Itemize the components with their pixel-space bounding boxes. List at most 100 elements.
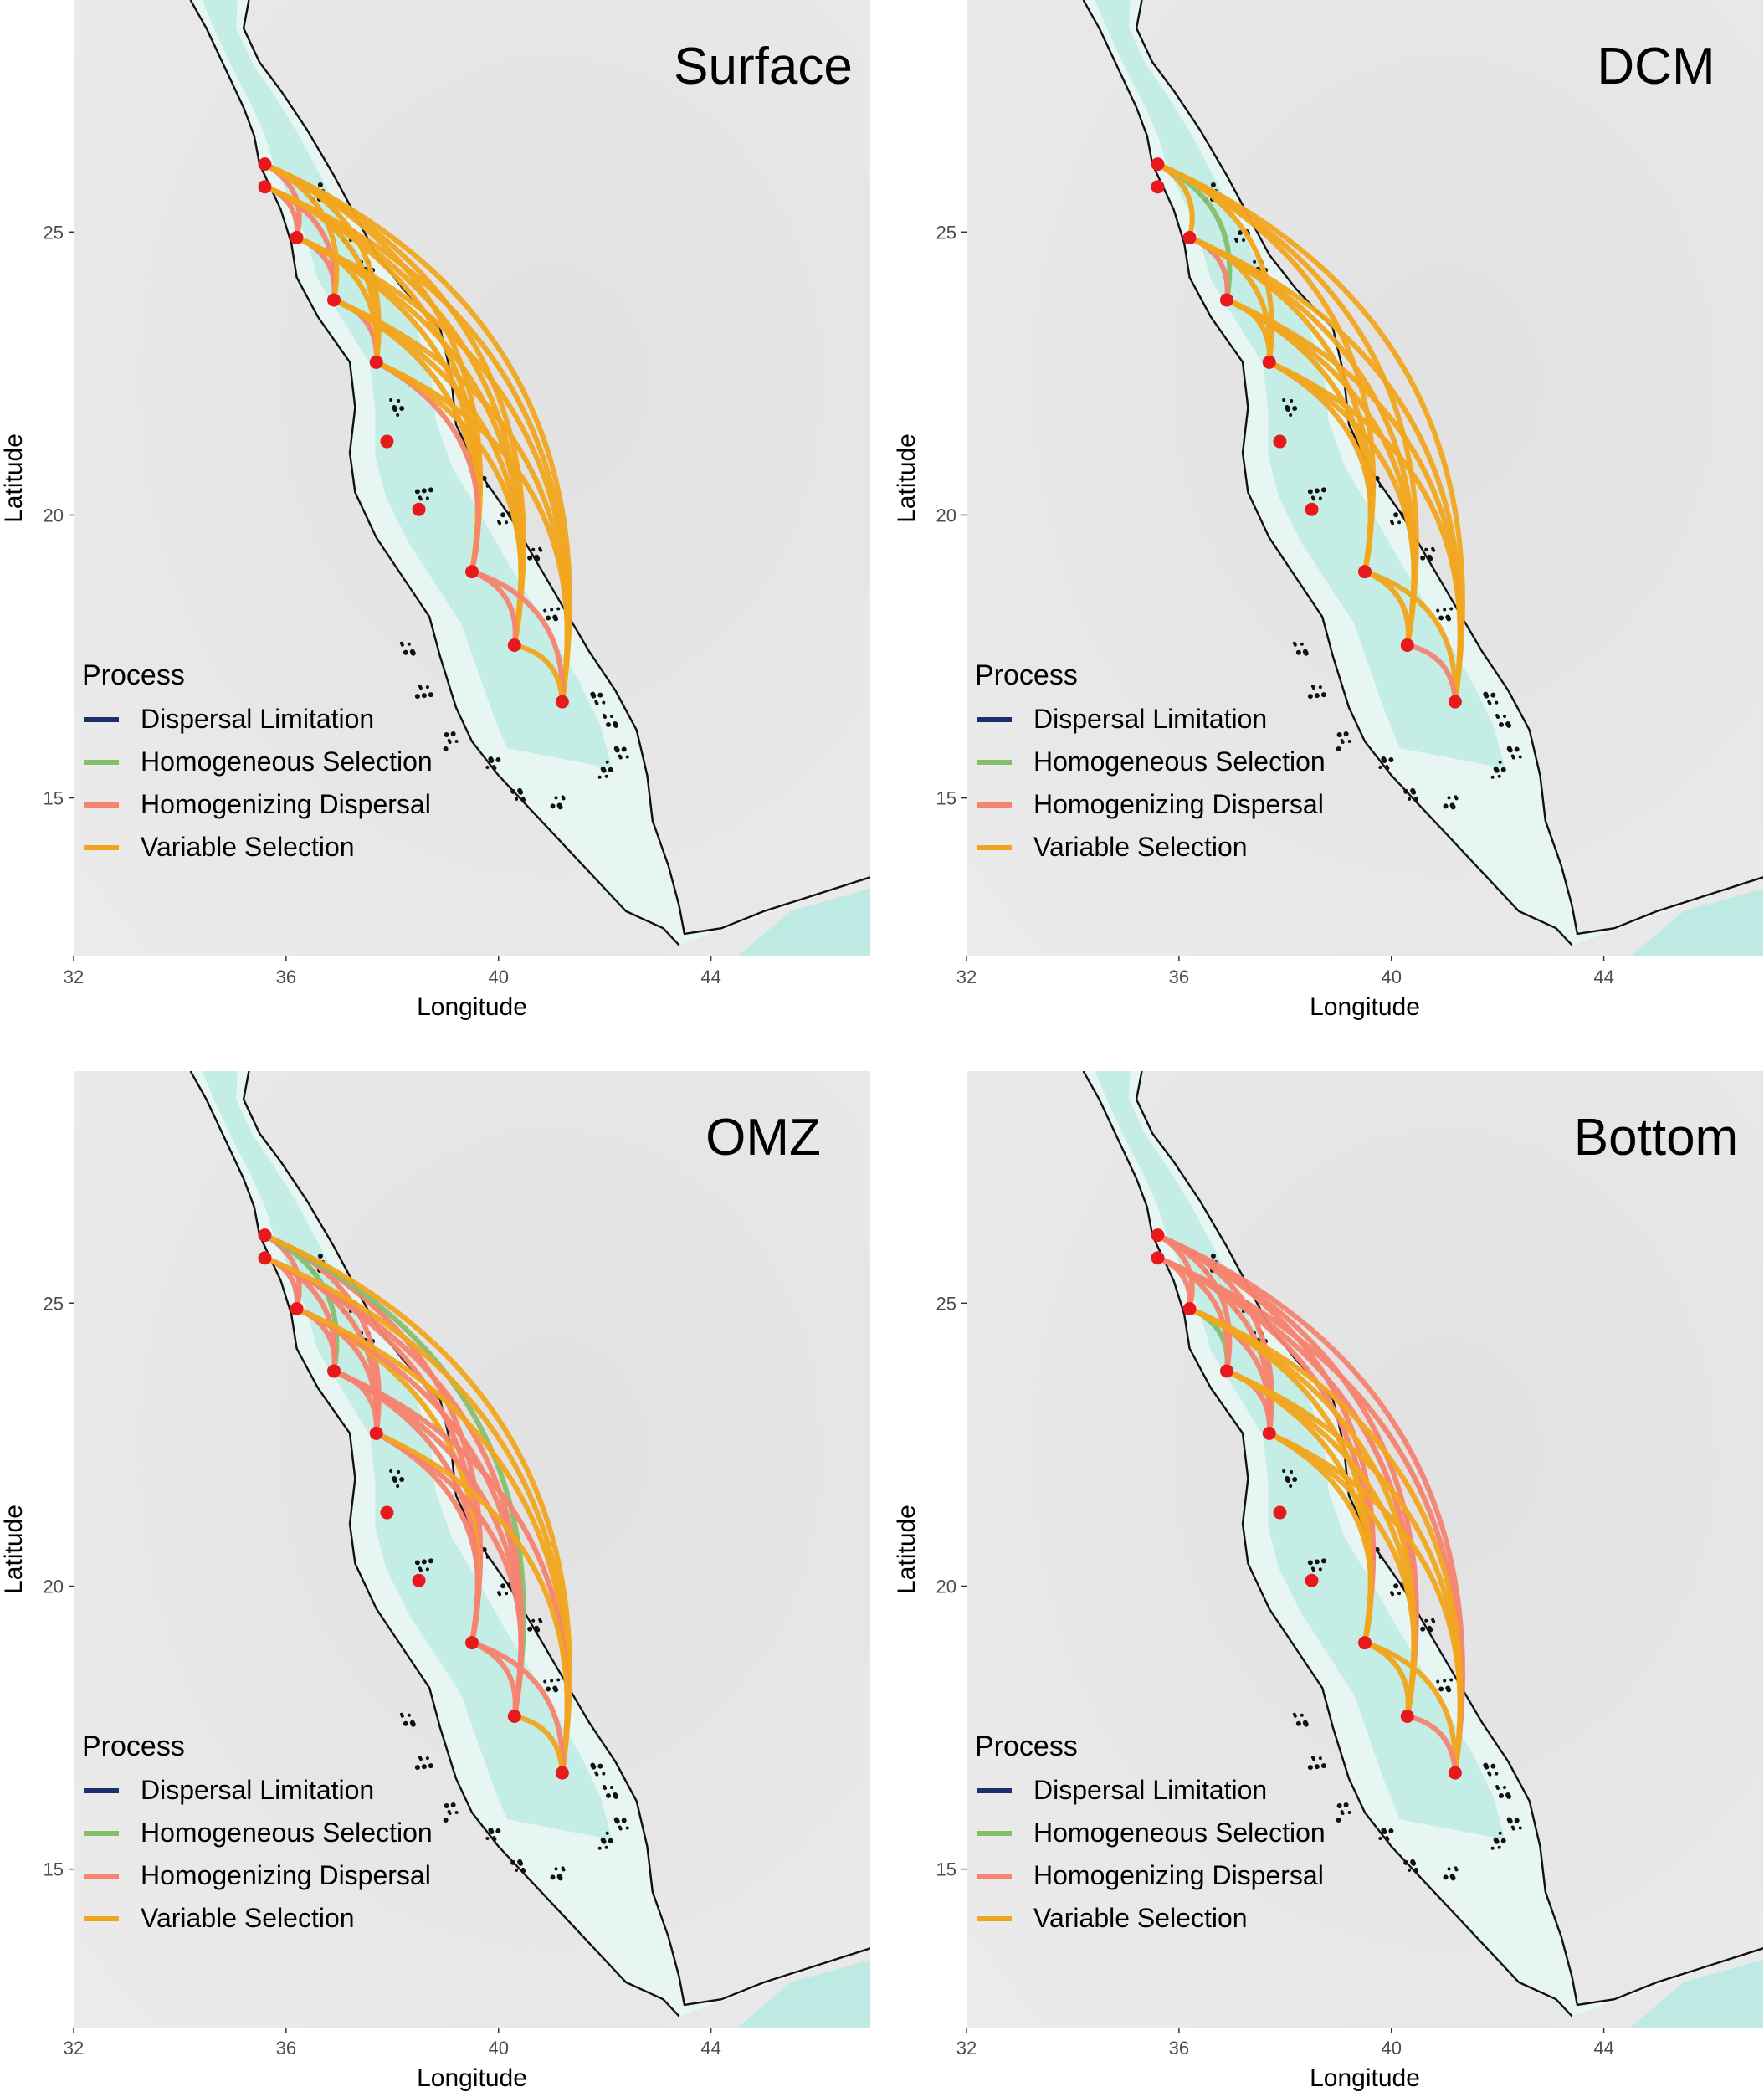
x-tick-label: 44 [700, 2038, 720, 2059]
link-arc [373, 359, 570, 705]
reef-dot [546, 1686, 551, 1692]
reef-dot [1307, 694, 1313, 700]
x-tick-label: 32 [64, 2038, 84, 2059]
reef-dot [428, 487, 433, 493]
reef-dot [1500, 1838, 1506, 1843]
reef-dot [428, 692, 433, 698]
reef-dot [1518, 1826, 1522, 1830]
reef-dot [1438, 1686, 1444, 1692]
west-coastline [1082, 1071, 1573, 2018]
reef-dot [448, 740, 452, 744]
reef-dot [421, 1559, 427, 1565]
reef-dot [428, 1558, 433, 1564]
panel-title: DCM [1597, 38, 1715, 95]
reef-dot [317, 182, 323, 187]
reef-dot [606, 1792, 612, 1798]
reef-dot [1495, 1772, 1499, 1776]
map-area [967, 1071, 1763, 2028]
reef-dot [557, 1875, 563, 1881]
reef-dot [421, 1764, 427, 1770]
map-panel-omz: OMZ Process Dispersal Limitation Homogeneou… [0, 1071, 870, 2092]
reef-dot [421, 488, 427, 494]
site-point [258, 157, 272, 172]
reef-dot [1311, 1757, 1315, 1761]
reef-dot [621, 746, 627, 752]
reef-dot [443, 1817, 449, 1823]
legend-label: Homogeneous Selection [141, 746, 433, 777]
reef-dot [1397, 520, 1402, 525]
reef-dot [397, 1469, 401, 1474]
site-point [1448, 1766, 1462, 1780]
reef-dot [610, 714, 614, 718]
reef-dot [1290, 398, 1294, 403]
y-tick-label: 25 [936, 222, 956, 243]
reef-dot [1314, 488, 1320, 494]
y-tick-label: 25 [44, 222, 64, 243]
reef-dot [505, 520, 509, 525]
reef-dot [500, 512, 506, 518]
reef-dot [1300, 642, 1304, 646]
reef-dot [1314, 1559, 1320, 1565]
reef-dot [1438, 615, 1444, 621]
y-tick-label: 15 [44, 1859, 64, 1880]
reef-dot [443, 746, 449, 751]
reef-dot [1307, 1560, 1313, 1566]
reef-dot [1503, 1785, 1507, 1789]
reef-dot [495, 757, 501, 763]
axes: 32 36 40 44 15 20 25 Longitude Latitude [893, 222, 1614, 1021]
legend-label: Homogenizing Dispersal [1033, 1860, 1324, 1890]
link-arc [1266, 359, 1463, 705]
x-axis-label: Longitude [1310, 993, 1420, 1021]
legend-title: Process [975, 659, 1078, 691]
reef-dot [595, 1772, 599, 1777]
reef-dot [407, 1713, 411, 1717]
reef-dot [1497, 1845, 1501, 1849]
reef-dot [1347, 739, 1351, 743]
y-axis-label: Latitude [893, 1505, 920, 1594]
reef-dot [1449, 1678, 1454, 1682]
legend-title: Process [975, 1731, 1078, 1762]
reef-dot [414, 694, 420, 700]
reef-dot [1411, 1860, 1417, 1866]
reef-dot [1408, 797, 1412, 801]
reef-dot [595, 701, 599, 705]
reef-dot [1303, 650, 1309, 656]
reef-dot [1447, 1867, 1451, 1871]
reef-dot [556, 607, 561, 611]
reef-dot [510, 1859, 516, 1865]
gulf-of-aden [1630, 888, 1763, 956]
legend-label: Homogeneous Selection [1033, 1818, 1326, 1848]
reef-dot [1424, 1618, 1428, 1623]
west-coastline [189, 1071, 680, 2018]
x-tick-label: 32 [956, 2038, 977, 2059]
reef-dot [597, 1846, 602, 1850]
reef-dot [428, 1763, 433, 1769]
reef-dot [1318, 685, 1322, 690]
reef-dot [1498, 760, 1502, 764]
reef-dot [1293, 1714, 1297, 1718]
reef-dot [500, 1583, 506, 1589]
reef-dot [403, 1720, 408, 1726]
reef-dot [1393, 1583, 1399, 1589]
reef-dot [1449, 607, 1454, 611]
site-point [1448, 695, 1462, 709]
reef-dot [1341, 740, 1345, 744]
site-point [290, 231, 304, 245]
reef-dot [1497, 774, 1501, 778]
reef-dot [389, 1469, 393, 1473]
reef-dot [1420, 555, 1426, 561]
reef-dot [1238, 230, 1244, 236]
reef-dot [1311, 497, 1315, 501]
reef-dot [562, 797, 566, 801]
reef-dot [621, 1818, 627, 1823]
reef-dot [1506, 1793, 1512, 1799]
reef-dot [481, 1546, 487, 1552]
reef-dot [1391, 521, 1395, 526]
site-point [1182, 1302, 1197, 1316]
reef-dot [614, 1818, 620, 1824]
sample-sites [258, 157, 569, 709]
y-tick-label: 15 [44, 788, 64, 809]
reef-dot [1293, 643, 1297, 647]
reef-dot [448, 1811, 452, 1815]
